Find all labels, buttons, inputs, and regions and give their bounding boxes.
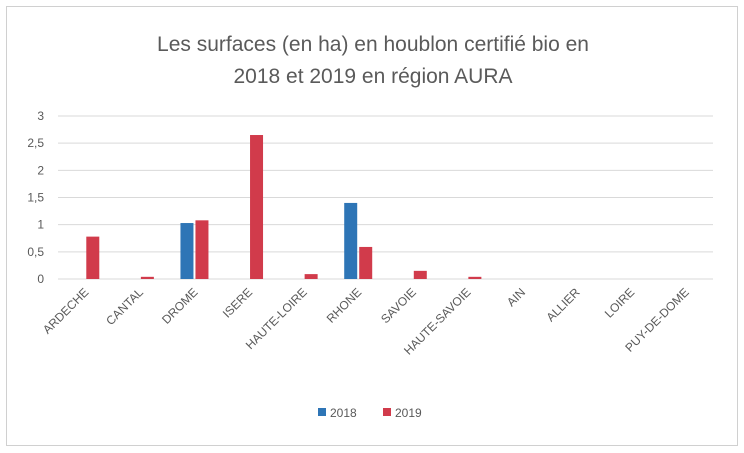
bar-2018-drome (180, 223, 194, 279)
x-tick-label: DROME (159, 285, 200, 326)
x-tick-label: ARDECHE (40, 285, 91, 336)
bar-2019-drome (195, 220, 209, 279)
legend-swatch-2019 (383, 408, 391, 416)
chart-subtitle: 2018 et 2019 en région AURA (233, 65, 512, 88)
bar-2019-haute-savoie (468, 276, 482, 279)
y-tick-label: 0,5 (27, 245, 44, 259)
x-tick-label: ISERE (220, 285, 255, 320)
x-tick-label: LOIRE (602, 285, 637, 320)
gridlines (58, 115, 713, 280)
chart-title: Les surfaces (en ha) en houblon certifié… (157, 33, 589, 56)
y-tick-label: 2,5 (27, 136, 44, 150)
bar-2019-savoie (413, 270, 427, 279)
x-tick-label: CANTAL (103, 285, 146, 328)
x-tick-label: RHONE (324, 285, 365, 326)
y-tick-label: 1 (37, 218, 44, 232)
legend: 2018 2019 (318, 406, 422, 420)
x-tick-label: SAVOIE (378, 285, 419, 326)
x-tick-label: ALLIER (544, 285, 583, 324)
legend-swatch-2018 (318, 408, 326, 416)
bar-2019-cantal (140, 276, 154, 279)
legend-label-2018: 2018 (330, 406, 357, 420)
x-tick-label: AIN (504, 285, 528, 309)
bar-2019-isere (250, 135, 264, 279)
y-tick-label: 3 (37, 109, 44, 123)
bar-2019-rhone (359, 246, 373, 279)
bars (86, 135, 482, 279)
y-axis: 0 0,5 1 1,5 2 2,5 3 (27, 109, 44, 286)
bar-chart: Les surfaces (en ha) en houblon certifié… (27, 33, 713, 420)
legend-label-2019: 2019 (395, 406, 422, 420)
bar-2019-haute-loire (304, 274, 318, 279)
y-tick-label: 1,5 (27, 191, 44, 205)
y-tick-label: 2 (37, 163, 44, 177)
chart-frame: Les surfaces (en ha) en houblon certifié… (6, 6, 738, 446)
bar-2018-rhone (344, 202, 358, 279)
y-tick-label: 0 (37, 272, 44, 286)
bar-2019-ardeche (86, 236, 100, 279)
